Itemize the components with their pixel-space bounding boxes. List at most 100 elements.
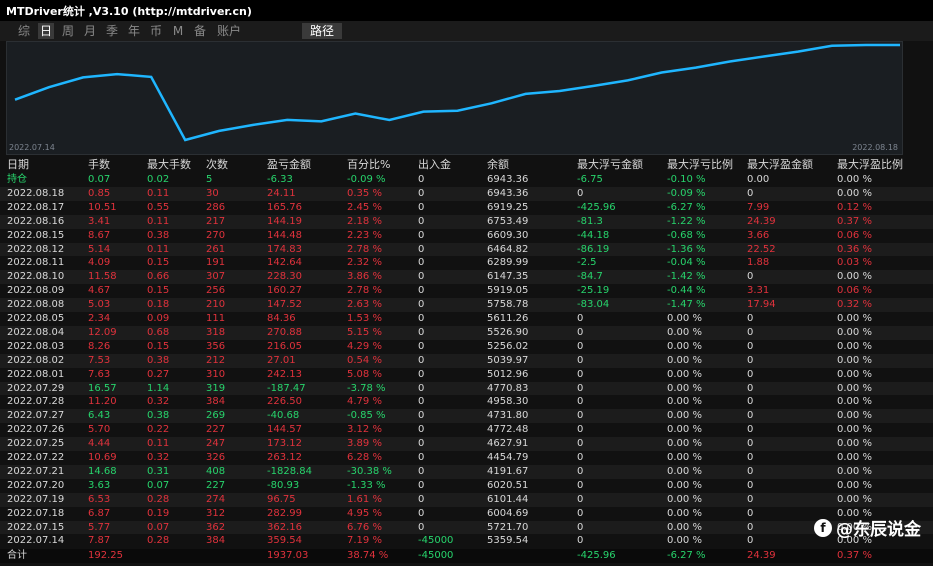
table-cell: 3.66 bbox=[747, 229, 770, 241]
total-cell: 192.25 bbox=[88, 550, 123, 562]
table-cell: 227 bbox=[206, 424, 226, 436]
table-cell: 0.37 % bbox=[837, 215, 872, 227]
table-cell: 0 bbox=[577, 438, 584, 450]
tab-3[interactable]: 月 bbox=[83, 24, 96, 38]
table-row[interactable]: 2022.08.18 0.85 0.11 30 24.11 0.35 % 0 6943.36 0… bbox=[0, 186, 933, 201]
table-row[interactable]: 2022.08.09 4.67 0.15 256 160.27 2.78 % 0 5919.0… bbox=[0, 284, 933, 299]
table-cell: 0 bbox=[747, 340, 754, 352]
table-cell: 5.70 bbox=[88, 424, 111, 436]
table-cell: 0.00 % bbox=[837, 382, 872, 394]
table-cell: 2022.07.19 bbox=[7, 493, 65, 505]
table-cell: -0.09 % bbox=[347, 174, 386, 185]
table-cell: 0.00 bbox=[747, 174, 770, 185]
tab-7[interactable]: M bbox=[172, 24, 184, 38]
table-cell: 0.02 bbox=[147, 174, 170, 185]
table-cell: 2022.08.09 bbox=[7, 285, 65, 297]
table-row[interactable]: 2022.07.28 11.20 0.32 384 226.50 4.79 % 0 4958.… bbox=[0, 395, 933, 410]
table-row[interactable]: 2022.08.11 4.09 0.15 191 142.64 2.32 % 0 6289.9… bbox=[0, 256, 933, 271]
table-row[interactable]: 2022.08.15 8.67 0.38 270 144.48 2.23 % 0 6609.3… bbox=[0, 228, 933, 243]
tab-0[interactable]: 综 bbox=[17, 24, 30, 38]
table-cell: 2022.08.03 bbox=[7, 340, 65, 352]
table-cell: 2022.08.11 bbox=[7, 257, 65, 269]
table-cell: -0.10 % bbox=[667, 174, 706, 185]
column-header[interactable]: 余额 bbox=[487, 158, 509, 171]
table-row[interactable]: 2022.07.15 5.77 0.07 362 362.16 6.76 % 0 5721.7… bbox=[0, 520, 933, 535]
table-cell: 0.19 bbox=[147, 507, 170, 519]
column-header[interactable]: 日期 bbox=[7, 158, 29, 171]
column-header[interactable]: 最大手数 bbox=[147, 158, 191, 171]
table-row[interactable]: 2022.07.22 10.69 0.32 326 263.12 6.28 % 0 4454.… bbox=[0, 451, 933, 465]
table-row[interactable]: 2022.08.05 2.34 0.09 111 84.36 1.53 % 0 5611.26… bbox=[0, 312, 933, 326]
table-cell: 16.57 bbox=[88, 382, 117, 394]
tab-2[interactable]: 周 bbox=[61, 24, 74, 38]
equity-chart: 2022.07.14 2022.08.18 bbox=[6, 41, 903, 155]
table-cell: 6.87 bbox=[88, 507, 111, 519]
table-cell: 0 bbox=[418, 243, 425, 255]
table-cell: 0.00 % bbox=[667, 313, 702, 324]
column-header[interactable]: 盈亏金额 bbox=[267, 158, 311, 171]
table-cell: 2022.08.08 bbox=[7, 299, 65, 311]
tab-5[interactable]: 年 bbox=[127, 24, 140, 38]
table-cell: -40.68 bbox=[267, 410, 300, 422]
table-cell: 0.00 % bbox=[837, 271, 872, 283]
table-row[interactable]: 2022.08.16 3.41 0.11 217 144.19 2.18 % 0 6753.4… bbox=[0, 214, 933, 229]
table-row[interactable]: 2022.07.18 6.87 0.19 312 282.99 4.95 % 0 6004.6… bbox=[0, 506, 933, 521]
tab-1[interactable]: 日 bbox=[38, 23, 54, 39]
column-header[interactable]: 最大浮盈金额 bbox=[747, 158, 813, 171]
column-header[interactable]: 最大浮亏比例 bbox=[667, 158, 733, 171]
table-cell: 0.00 % bbox=[667, 382, 702, 394]
table-row[interactable]: 2022.07.20 3.63 0.07 227 -80.93 -1.33 % 0 6020.… bbox=[0, 478, 933, 493]
table-cell: 0 bbox=[418, 521, 425, 533]
table-row[interactable]: 2022.07.14 7.87 0.28 384 359.54 7.19 % -45000 5… bbox=[0, 534, 933, 549]
table-cell: 5758.78 bbox=[487, 299, 529, 311]
table-cell: -0.09 % bbox=[667, 187, 706, 199]
table-cell: 3.12 % bbox=[347, 424, 382, 436]
table-row[interactable]: 2022.07.25 4.44 0.11 247 173.12 3.89 % 0 4627.9… bbox=[0, 437, 933, 452]
table-cell: 2.34 bbox=[88, 313, 111, 324]
table-cell: -2.5 bbox=[577, 257, 597, 269]
table-row[interactable]: 2022.08.08 5.03 0.18 210 147.52 2.63 % 0 5758.7… bbox=[0, 298, 933, 313]
table-cell: 2022.07.28 bbox=[7, 396, 65, 408]
column-header[interactable]: 百分比% bbox=[347, 158, 391, 171]
table-row[interactable]: 2022.07.29 16.57 1.14 319 -187.47 -3.78 % 0 477… bbox=[0, 381, 933, 396]
tab-4[interactable]: 季 bbox=[105, 24, 118, 38]
table-cell: 4.09 bbox=[88, 257, 111, 269]
table-row[interactable]: 2022.08.10 11.58 0.66 307 228.30 3.86 % 0 6147.… bbox=[0, 270, 933, 285]
table-row[interactable]: 2022.08.04 12.09 0.68 318 270.88 5.15 % 0 5526.… bbox=[0, 325, 933, 340]
table-cell: 362.16 bbox=[267, 521, 302, 533]
tab-9[interactable]: 账户 bbox=[216, 24, 241, 38]
table-cell: 持仓 bbox=[7, 174, 27, 185]
table-cell: 0 bbox=[418, 452, 425, 463]
table-cell: 24.11 bbox=[267, 187, 296, 199]
tab-6[interactable]: 币 bbox=[149, 24, 162, 38]
table-row[interactable]: 2022.08.17 10.51 0.55 286 165.76 2.45 % 0 6919.… bbox=[0, 200, 933, 215]
table-cell: 4770.83 bbox=[487, 382, 529, 394]
table-row[interactable]: 2022.07.27 6.43 0.38 269 -40.68 -0.85 % 0 4731.… bbox=[0, 409, 933, 424]
column-header[interactable]: 出入金 bbox=[418, 158, 451, 171]
table-cell: 5.08 % bbox=[347, 368, 382, 380]
tab-8[interactable]: 备 bbox=[193, 24, 206, 38]
table-row[interactable]: 2022.08.03 8.26 0.15 356 216.05 4.29 % 0 5256.0… bbox=[0, 339, 933, 354]
table-cell: 5.15 % bbox=[347, 326, 382, 338]
column-header[interactable]: 次数 bbox=[206, 158, 228, 171]
table-cell: 0 bbox=[747, 507, 754, 519]
tab-10[interactable]: 路径 bbox=[302, 23, 342, 39]
table-row[interactable]: 2022.08.12 5.14 0.11 261 174.83 2.78 % 0 6464.8… bbox=[0, 242, 933, 257]
table-row[interactable]: 2022.07.26 5.70 0.22 227 144.57 3.12 % 0 4772.4… bbox=[0, 423, 933, 438]
table-cell: -6.75 bbox=[577, 174, 603, 185]
table-cell: 27.01 bbox=[267, 354, 296, 366]
table-cell: 0.35 % bbox=[347, 187, 382, 199]
table-cell: 217 bbox=[206, 215, 226, 227]
table-row[interactable]: 持仓 0.07 0.02 5 -6.33 -0.09 % 0 6943.36 -6.75 -0.1… bbox=[0, 173, 933, 187]
table-cell: 4454.79 bbox=[487, 452, 529, 463]
column-header[interactable]: 最大浮盈比例 bbox=[837, 158, 903, 171]
table-row[interactable]: 2022.08.01 7.63 0.27 310 242.13 5.08 % 0 5012.9… bbox=[0, 367, 933, 382]
column-header[interactable]: 手数 bbox=[88, 158, 110, 171]
table-row[interactable]: 2022.07.21 14.68 0.31 408 -1828.84 -30.38 % 0 4… bbox=[0, 464, 933, 479]
table-cell: 0.32 bbox=[147, 396, 170, 408]
column-header[interactable]: 最大浮亏金额 bbox=[577, 158, 643, 171]
table-cell: 0.00 % bbox=[667, 368, 702, 380]
table-cell: 2022.08.16 bbox=[7, 215, 65, 227]
table-row[interactable]: 2022.08.02 7.53 0.38 212 27.01 0.54 % 0 5039.97… bbox=[0, 353, 933, 368]
table-row[interactable]: 2022.07.19 6.53 0.28 274 96.75 1.61 % 0 6101.44… bbox=[0, 492, 933, 507]
